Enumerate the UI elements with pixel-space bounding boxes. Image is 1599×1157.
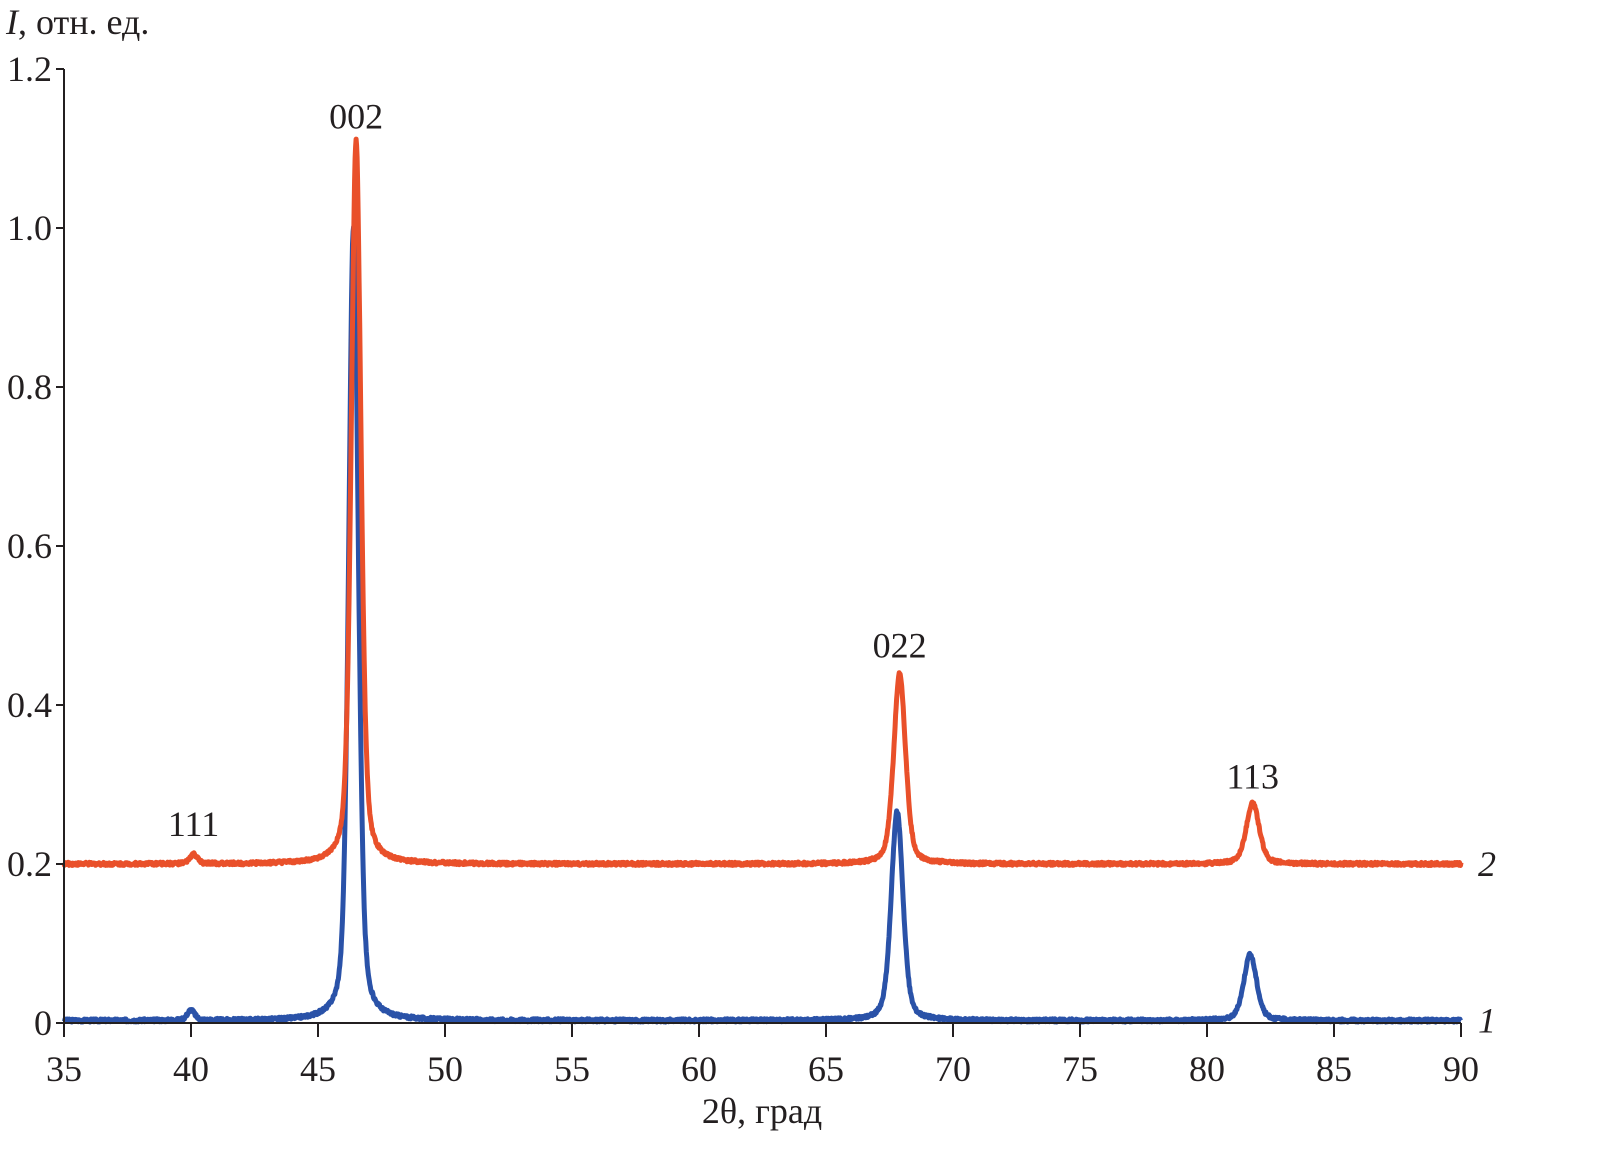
series-label: 2 [1478,844,1496,884]
peak-label: 113 [1226,756,1279,796]
x-tick-label: 80 [1189,1049,1225,1089]
peak-label: 111 [168,804,219,844]
y-tick-label: 1.2 [7,49,52,89]
x-tick-label: 55 [554,1049,590,1089]
x-tick-label: 75 [1062,1049,1098,1089]
x-axis-label: 2θ, град [702,1091,822,1131]
x-tick-label: 45 [300,1049,336,1089]
series-2-line [61,136,1464,868]
x-tick-label: 85 [1316,1049,1352,1089]
x-tick-label: 65 [808,1049,844,1089]
y-tick-label: 0.6 [7,526,52,566]
x-tick-label: 40 [173,1049,209,1089]
x-tick-label: 70 [935,1049,971,1089]
y-tick-label: 1.0 [7,208,52,248]
series-label: 1 [1478,1001,1496,1041]
x-tick-label: 35 [46,1049,82,1089]
x-tick-label: 60 [681,1049,717,1089]
x-tick-label: 90 [1443,1049,1479,1089]
y-tick-label: 0.8 [7,367,52,407]
y-tick-label: 0.4 [7,685,52,725]
x-tick-label: 50 [427,1049,463,1089]
peak-label: 002 [329,97,383,137]
y-tick-label: 0.2 [7,844,52,884]
series-1-line [62,224,1463,1025]
y-tick-label: 0 [34,1003,52,1043]
y-axis-label: I, отн. ед. [5,2,149,42]
peak-label: 022 [873,625,927,665]
